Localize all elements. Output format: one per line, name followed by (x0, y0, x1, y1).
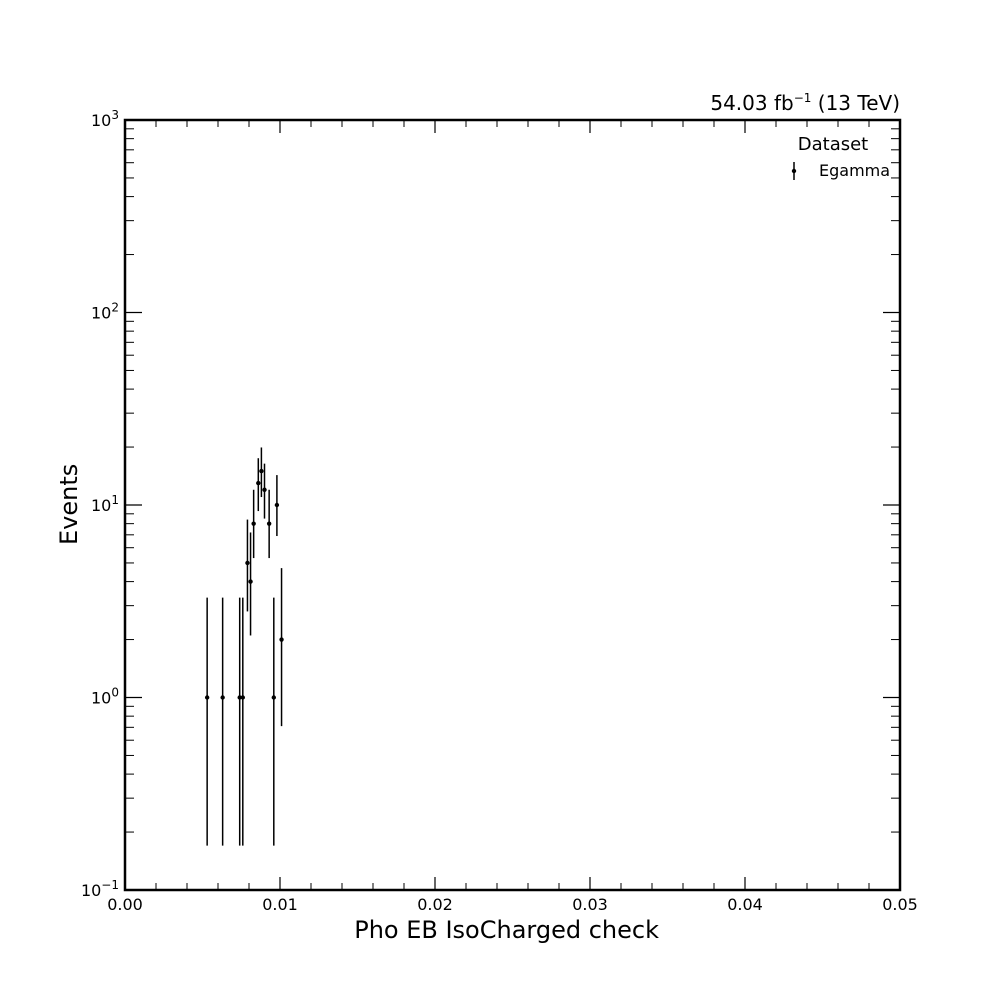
data-point (204, 695, 210, 700)
x-tick-label: 0.02 (417, 895, 453, 914)
legend-entry-egamma: Egamma (819, 161, 890, 180)
x-tick-label: 0.03 (572, 895, 608, 914)
data-point (220, 695, 225, 700)
data-point (251, 521, 256, 526)
x-tick-label: 0.01 (262, 895, 298, 914)
data-point (274, 502, 280, 508)
data-point (240, 695, 245, 700)
legend-title: Dataset (798, 134, 869, 155)
data-point (279, 637, 284, 642)
lumi-label: 54.03 fb−1 (13 TeV) (710, 91, 900, 115)
data-point (248, 579, 253, 584)
y-axis-title: Events (55, 464, 83, 545)
data-point (245, 560, 250, 566)
y-tick-label: 102 (91, 301, 119, 323)
x-axis-title: Pho EB IsoCharged check (354, 916, 659, 944)
data-point (256, 480, 261, 486)
y-tick-label: 103 (91, 108, 119, 130)
data-points (204, 447, 284, 846)
x-axis-ticks: 0.00 0.01 0.02 0.03 0.04 0.05 (107, 120, 918, 914)
data-point (262, 487, 267, 492)
plot-frame (123, 118, 902, 892)
x-tick-label: 0.00 (107, 895, 143, 914)
y-tick-label: 101 (91, 493, 119, 515)
x-tick-label: 0.05 (882, 895, 918, 914)
legend: Dataset Egamma (791, 134, 890, 180)
data-point (266, 521, 272, 526)
data-point (271, 695, 276, 700)
data-point (259, 468, 264, 474)
y-tick-label: 100 (91, 686, 119, 708)
legend-marker (791, 162, 797, 180)
data-point (237, 695, 242, 700)
y-tick-label: 10−1 (81, 878, 119, 900)
y-axis-ticks: 10−1 100 101 102 103 (81, 108, 900, 900)
x-tick-label: 0.04 (727, 895, 763, 914)
